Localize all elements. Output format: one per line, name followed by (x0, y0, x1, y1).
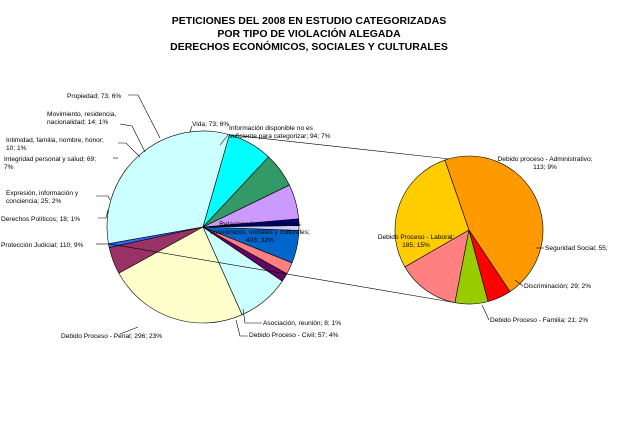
chart-title-line-2: POR TIPO DE VIOLACIÓN ALEGADA (217, 27, 401, 40)
main-label-6: Expresión, información y conciencia; 25; … (6, 190, 79, 205)
breakout-slice-0 (394, 159, 470, 268)
main-label-2: Debido Proceso - Civil; 57; 4% (249, 332, 339, 339)
breakout-label-0: Debido proceso - Administrativo; 113; 9% (498, 156, 593, 171)
chart-title: PETICIONES DEL 2008 EN ESTUDIO CATEGORIZ… (170, 15, 448, 53)
main-leader-9 (119, 123, 146, 153)
chart-title-line-1: PETICIONES DEL 2008 EN ESTUDIO CATEGORIZ… (172, 15, 446, 27)
main-pie (106, 130, 300, 324)
breakout-slice-1 (404, 229, 470, 304)
main-label-0: Relacionadas con derechos económicos, soc… (210, 221, 310, 244)
main-slice-3 (118, 226, 243, 324)
main-leader-6 (96, 195, 111, 201)
main-label-9: Movimiento, residencia, nacionalidad; 14;… (47, 111, 116, 126)
main-leader-2 (235, 319, 248, 337)
breakout-slice-4 (444, 155, 544, 292)
breakout-label-1: Seguridad Social; 55; (545, 245, 608, 252)
breakout-pie (394, 155, 544, 305)
main-leader-8 (118, 142, 141, 158)
main-leader-3 (119, 326, 139, 335)
breakout-label-3: Debido Proceso - Familia; 21; 2% (490, 317, 588, 324)
main-leader-10 (128, 94, 161, 139)
main-label-3: Debido Proceso - Penal; 296; 23% (61, 333, 162, 340)
main-leader-1 (242, 308, 262, 324)
main-label-1: Asociación, reunión; 8; 1% (263, 320, 341, 327)
connector-lines (108, 134, 454, 303)
main-label-12: Información disponible no es suficiente p… (229, 125, 331, 140)
main-label-7: Integridad personal y salud; 69; 7% (4, 156, 96, 171)
breakout-label-2: Discriminación; 29; 2% (524, 283, 591, 290)
main-label-8: Intimidad, familia, nombre, honor; 10; 1% (6, 137, 104, 152)
breakout-leader-2 (514, 279, 524, 287)
main-label-10: Propiedad; 73; 6% (67, 93, 121, 100)
main-leader-12 (219, 134, 229, 146)
breakout-label-4: Debido Proceso - Laboral; 185; 15% (378, 234, 455, 249)
main-leader-11 (189, 125, 193, 133)
main-leader-5 (98, 209, 109, 219)
breakout-leader-3 (481, 304, 490, 321)
main-label-11: Vida; 73; 6% (192, 121, 229, 128)
slice-labels: Relacionadas con derechos económicos, soc… (1, 93, 608, 340)
main-label-5: Derechos Políticos; 18; 1% (1, 216, 80, 223)
connector-line-bottom (108, 243, 454, 303)
main-label-4: Protección Judicial; 110; 9% (1, 242, 83, 249)
connector-line-top (229, 134, 449, 160)
chart-title-line-3: DERECHOS ECONÓMICOS, SOCIALES Y CULTURAL… (170, 40, 448, 53)
